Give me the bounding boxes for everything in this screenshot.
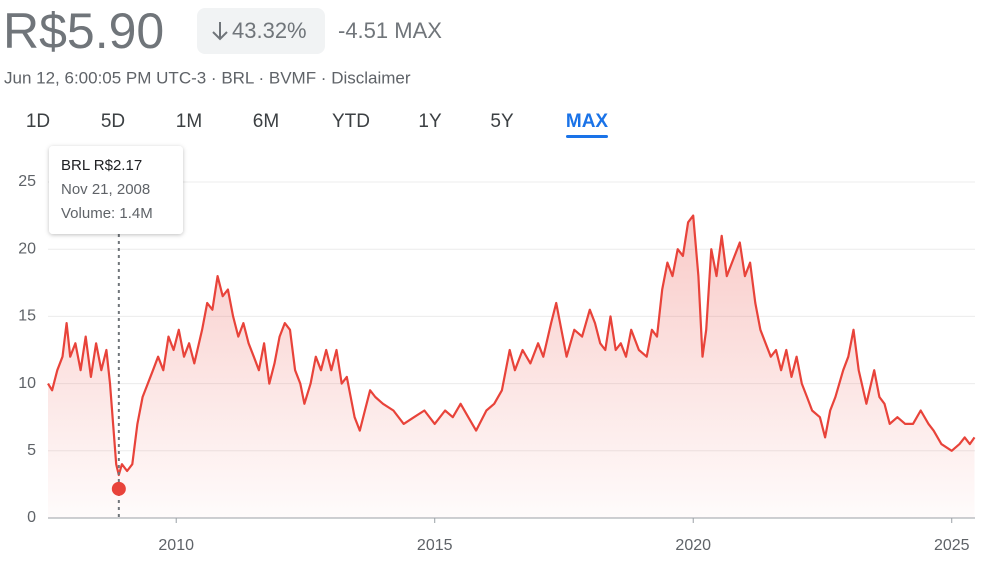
range-tab[interactable]: 1Y — [418, 111, 442, 132]
range-tab[interactable]: 5D — [101, 111, 125, 132]
range-tab[interactable]: MAX — [566, 111, 609, 132]
quote-meta: Jun 12, 6:00:05 PM UTC-3 · BRL · BVMF · … — [4, 68, 411, 87]
y-tick-label: 10 — [18, 375, 36, 392]
tab-underline — [566, 135, 608, 138]
price: R$5.90 — [3, 3, 164, 59]
x-tick-label: 2010 — [158, 537, 194, 554]
x-tick-label: 2015 — [417, 537, 453, 554]
y-tick-label: 25 — [18, 173, 36, 190]
tooltip-volume: Volume: 1.4M — [61, 205, 153, 222]
tooltip: BRL R$2.17 Nov 21, 2008 Volume: 1.4M — [49, 146, 183, 234]
range-tabs: 1D 5D 1M 6M YTD 1Y 5Y MAX — [26, 111, 609, 138]
tooltip-box — [49, 146, 183, 234]
y-tick-label: 15 — [18, 308, 36, 325]
range-tab[interactable]: 6M — [253, 111, 279, 132]
down-arrow-icon — [212, 22, 228, 41]
x-tick-label: 2020 — [675, 537, 711, 554]
x-tick-label: 2025 — [934, 537, 970, 554]
price-line — [47, 214, 976, 477]
range-tab[interactable]: 1D — [26, 111, 50, 132]
range-tab[interactable]: 1M — [176, 111, 202, 132]
y-tick-label: 0 — [27, 509, 36, 526]
tooltip-date: Nov 21, 2008 — [61, 181, 150, 198]
area-fill — [48, 215, 975, 518]
change-badge — [197, 8, 325, 54]
change-value: -4.51 MAX — [338, 18, 442, 43]
change-percent: 43.32% — [232, 18, 307, 43]
y-tick-label: 20 — [18, 240, 36, 257]
y-tick-label: 5 — [27, 442, 36, 459]
tooltip-price: BRL R$2.17 — [61, 157, 142, 174]
range-tab[interactable]: YTD — [332, 111, 370, 132]
hover-point — [111, 481, 126, 496]
range-tab[interactable]: 5Y — [490, 111, 514, 132]
